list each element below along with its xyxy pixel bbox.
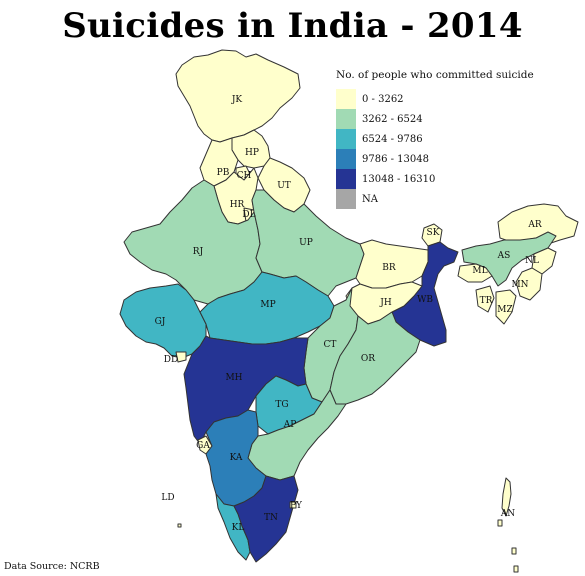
label-py: PY (290, 501, 303, 511)
label-or: OR (361, 354, 375, 364)
label-pb: PB (217, 168, 230, 178)
label-dd: DD (164, 355, 178, 365)
label-nl: NL (525, 256, 539, 266)
label-jk: JK (231, 95, 243, 105)
state-an[interactable] (501, 477, 512, 517)
label-ml: ML (472, 266, 487, 276)
state-tr[interactable] (475, 285, 495, 313)
label-tr: TR (480, 296, 493, 306)
legend-item: 0 - 3262 (336, 89, 534, 109)
map-title: Suicides in India - 2014 (62, 6, 523, 46)
state-ml[interactable] (457, 263, 493, 283)
state-py[interactable] (289, 501, 297, 509)
state-ld[interactable] (177, 523, 182, 528)
state-an-island[interactable] (497, 519, 503, 527)
label-mn: MN (511, 280, 528, 290)
label-gj: GJ (155, 317, 166, 327)
label-ch: CH (237, 171, 252, 181)
legend-item: 13048 - 16310 (336, 169, 534, 189)
label-ld: LD (161, 493, 174, 503)
label-jh: JH (379, 298, 392, 308)
legend-swatch (336, 109, 356, 129)
legend-swatch (336, 129, 356, 149)
state-jk[interactable] (175, 49, 301, 143)
label-ga: GA (196, 441, 210, 451)
state-tn[interactable] (233, 475, 299, 563)
label-mp: MP (260, 300, 275, 310)
label-ap: AP (283, 420, 297, 430)
legend-label: 13048 - 16310 (362, 173, 436, 185)
label-rj: RJ (193, 247, 204, 257)
legend-item: 9786 - 13048 (336, 149, 534, 169)
label-wb: WB (417, 295, 433, 305)
legend-item: 6524 - 9786 (336, 129, 534, 149)
label-ut: UT (277, 181, 291, 191)
state-an-island[interactable] (513, 565, 519, 573)
state-or[interactable] (329, 311, 421, 405)
legend-label: 9786 - 13048 (362, 153, 429, 165)
label-tn: TN (264, 513, 278, 523)
legend-swatch (336, 189, 356, 209)
label-ct: CT (324, 340, 337, 350)
state-mz[interactable] (495, 289, 517, 325)
label-hp: HP (245, 148, 259, 158)
label-an: AN (500, 509, 515, 519)
label-as: AS (497, 251, 511, 261)
label-hr: HR (230, 200, 245, 210)
legend-item: 3262 - 6524 (336, 109, 534, 129)
label-dl: DL (242, 210, 255, 220)
legend-label: 6524 - 9786 (362, 133, 423, 145)
state-dd[interactable] (175, 351, 187, 363)
label-mz: MZ (497, 305, 512, 315)
label-tg: TG (275, 400, 288, 410)
legend-label: NA (362, 193, 378, 205)
legend-label: 0 - 3262 (362, 93, 404, 105)
legend-swatch (336, 149, 356, 169)
legend-title: No. of people who committed suicide (336, 69, 534, 81)
legend-swatch (336, 169, 356, 189)
state-an-island[interactable] (511, 547, 517, 555)
label-ka: KA (230, 453, 243, 463)
legend-item: NA (336, 189, 534, 209)
legend-label: 3262 - 6524 (362, 113, 423, 125)
state-up[interactable] (251, 189, 365, 297)
label-sk: SK (427, 228, 440, 238)
state-mn[interactable] (515, 267, 543, 301)
label-kl: KL (232, 523, 245, 533)
label-mh: MH (225, 373, 242, 383)
label-up: UP (299, 238, 313, 248)
label-ar: AR (527, 220, 541, 230)
map-legend: No. of people who committed suicide 0 - … (336, 69, 534, 209)
data-source-note: Data Source: NCRB (4, 561, 100, 572)
legend-swatch (336, 89, 356, 109)
label-br: BR (382, 263, 396, 273)
